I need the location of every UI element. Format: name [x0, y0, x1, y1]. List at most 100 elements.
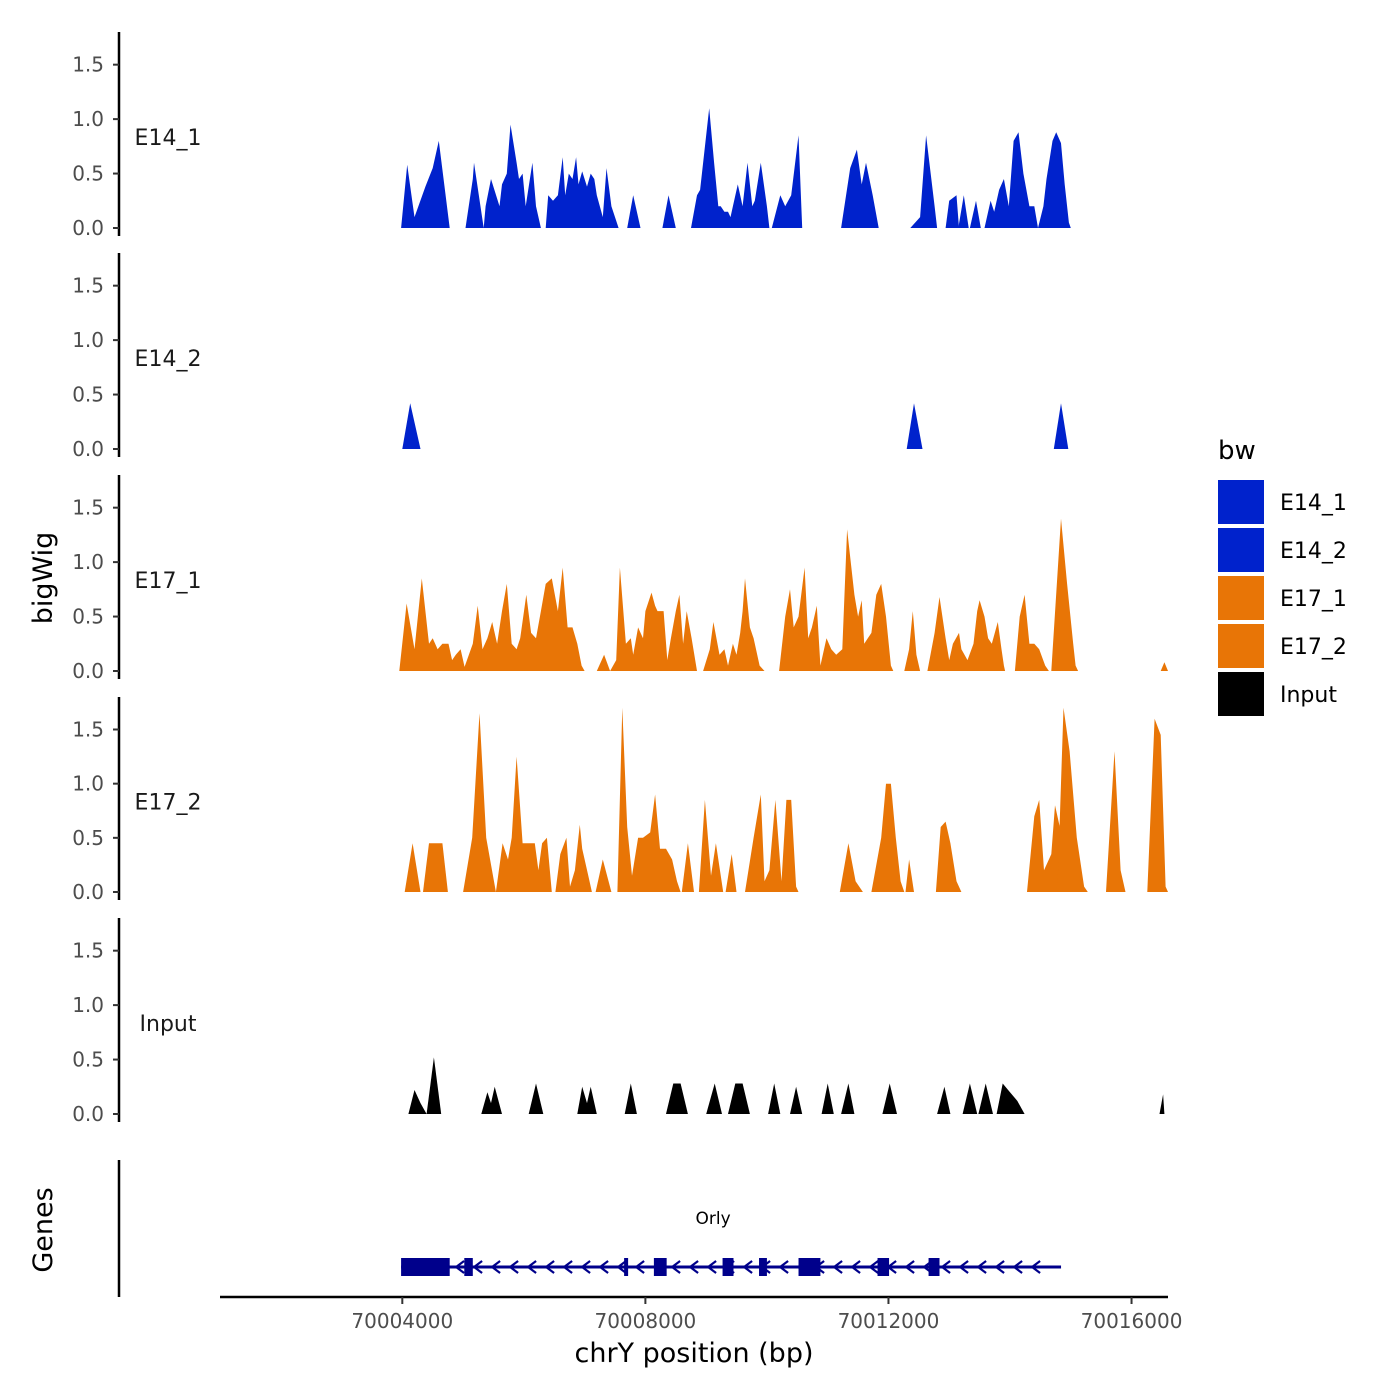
signal-area-e14_1	[958, 195, 969, 228]
y-tick-label: 0.5	[72, 1048, 104, 1072]
track-input: 0.0 0.5 1.0 1.5 Input	[72, 918, 1165, 1126]
y-tick-label: 1.0	[72, 550, 104, 574]
gene-exon	[653, 1258, 667, 1276]
strand-arrow	[454, 1260, 465, 1274]
signal-area-input	[624, 1083, 637, 1114]
signal-area-e17_2	[404, 843, 421, 892]
gene-exon	[928, 1258, 940, 1276]
signal-area-input	[528, 1083, 544, 1114]
signal-area-e14_1	[545, 157, 619, 228]
signal-area-e14_1	[662, 195, 676, 228]
gene-exon	[798, 1258, 821, 1276]
legend-key-e17_1	[1218, 576, 1264, 620]
strand-arrow	[904, 1260, 915, 1274]
signal-area-e17_1	[399, 578, 466, 671]
legend-label: E14_2	[1280, 539, 1347, 564]
legend-label: E14_1	[1280, 491, 1347, 516]
y-tick-label: 0.0	[72, 216, 104, 240]
signal-area-e17_2	[463, 713, 496, 892]
x-tick-label: 70012000	[838, 1309, 940, 1333]
y-tick-label: 0.0	[72, 437, 104, 461]
gene-exon	[624, 1258, 629, 1276]
gene-name-label: Orly	[695, 1209, 730, 1229]
y-tick-label: 1.0	[72, 993, 104, 1017]
track-e14_1: 0.0 0.5 1.0 1.5 E14_1	[72, 32, 1071, 240]
signal-area-e17_2	[1147, 718, 1168, 892]
signal-area-e14_1	[1038, 132, 1071, 228]
strand-arrow	[490, 1260, 501, 1274]
strand-arrow	[958, 1260, 969, 1274]
signal-area-e14_1	[771, 135, 803, 228]
strand-arrow	[616, 1260, 627, 1274]
track-e17_2: 0.0 0.5 1.0 1.5 E17_2	[72, 697, 1168, 904]
signal-area-e17_1	[1014, 594, 1049, 671]
signal-area-input	[481, 1086, 502, 1114]
strand-arrow	[832, 1260, 843, 1274]
strand-arrow	[526, 1260, 537, 1274]
strand-arrow	[634, 1260, 645, 1274]
signal-area-e17_2	[595, 859, 612, 892]
signal-area-e17_2	[617, 707, 681, 892]
signal-area-e17_2	[423, 843, 448, 892]
legend-key-input	[1218, 672, 1264, 716]
signal-area-e17_1	[904, 611, 921, 671]
legend-label: E17_2	[1280, 635, 1347, 660]
signal-area-e14_1	[465, 124, 541, 228]
signal-area-e14_1	[401, 140, 450, 228]
y-axis-title: bigWig	[28, 532, 59, 625]
x-tick-label: 70008000	[594, 1309, 696, 1333]
genes-panel-title: Genes	[28, 1187, 59, 1272]
signal-area-e17_2	[555, 824, 592, 892]
signal-area-input	[666, 1083, 688, 1114]
signal-area-e17_2	[698, 799, 724, 892]
signal-area-e17_1	[1051, 518, 1079, 671]
strand-arrow	[868, 1260, 879, 1274]
signal-area-e17_2	[495, 756, 552, 892]
strand-arrow	[976, 1260, 987, 1274]
signal-area-e14_2	[402, 403, 421, 449]
signal-area-e17_2	[1027, 799, 1069, 892]
x-tick-label: 70004000	[351, 1309, 453, 1333]
y-tick-label: 1.5	[72, 496, 104, 520]
legend-key-e14_1	[1218, 480, 1264, 524]
legend-label: E17_1	[1280, 587, 1347, 612]
gene-exon	[722, 1258, 734, 1276]
x-tick-label: 70016000	[1081, 1309, 1183, 1333]
signal-area-e17_2	[905, 859, 914, 892]
x-axis-title: chrY position (bp)	[574, 1338, 813, 1369]
signal-area-e14_1	[945, 195, 959, 228]
y-tick-label: 0.5	[72, 383, 104, 407]
strand-arrow	[1030, 1260, 1041, 1274]
gene-exon	[877, 1258, 890, 1276]
signal-area-e17_1	[779, 529, 894, 671]
y-tick-label: 0.5	[72, 162, 104, 186]
signal-area-input	[937, 1086, 951, 1114]
signal-area-input	[996, 1083, 1025, 1114]
y-tick-label: 0.0	[72, 1102, 104, 1126]
signal-area-e17_2	[935, 821, 962, 892]
strand-arrow	[580, 1260, 591, 1274]
signal-area-e17_2	[725, 854, 737, 892]
signal-area-e17_1	[1160, 662, 1168, 671]
strand-arrow	[544, 1260, 555, 1274]
gene-exon	[759, 1258, 767, 1276]
signal-area-e14_1	[910, 135, 938, 228]
gene-track: Orly 70004000 70008000 70012000 70016000	[117, 1160, 1183, 1333]
y-tick-label: 0.5	[72, 605, 104, 629]
gene-exon	[464, 1258, 473, 1276]
signal-area-e17_1	[927, 597, 1006, 671]
signal-area-e14_1	[691, 108, 770, 228]
signal-area-e14_2	[1053, 403, 1069, 449]
signal-area-input	[882, 1083, 897, 1114]
strand-arrow	[940, 1260, 951, 1274]
bigwig-tracks: 0.0 0.5 1.0 1.5 E14_1 0.0 0.5 1.0 1.5 E14_2 0.0 0.5…	[72, 32, 1168, 1126]
track-label: E14_1	[135, 126, 202, 151]
signal-area-input	[790, 1086, 803, 1114]
gene-exon	[401, 1258, 450, 1276]
legend-key-e14_2	[1218, 528, 1264, 572]
y-tick-label: 1.5	[72, 939, 104, 963]
strand-arrow	[670, 1260, 681, 1274]
signal-area-e17_2	[871, 783, 905, 892]
legend-title: bw	[1218, 436, 1256, 466]
